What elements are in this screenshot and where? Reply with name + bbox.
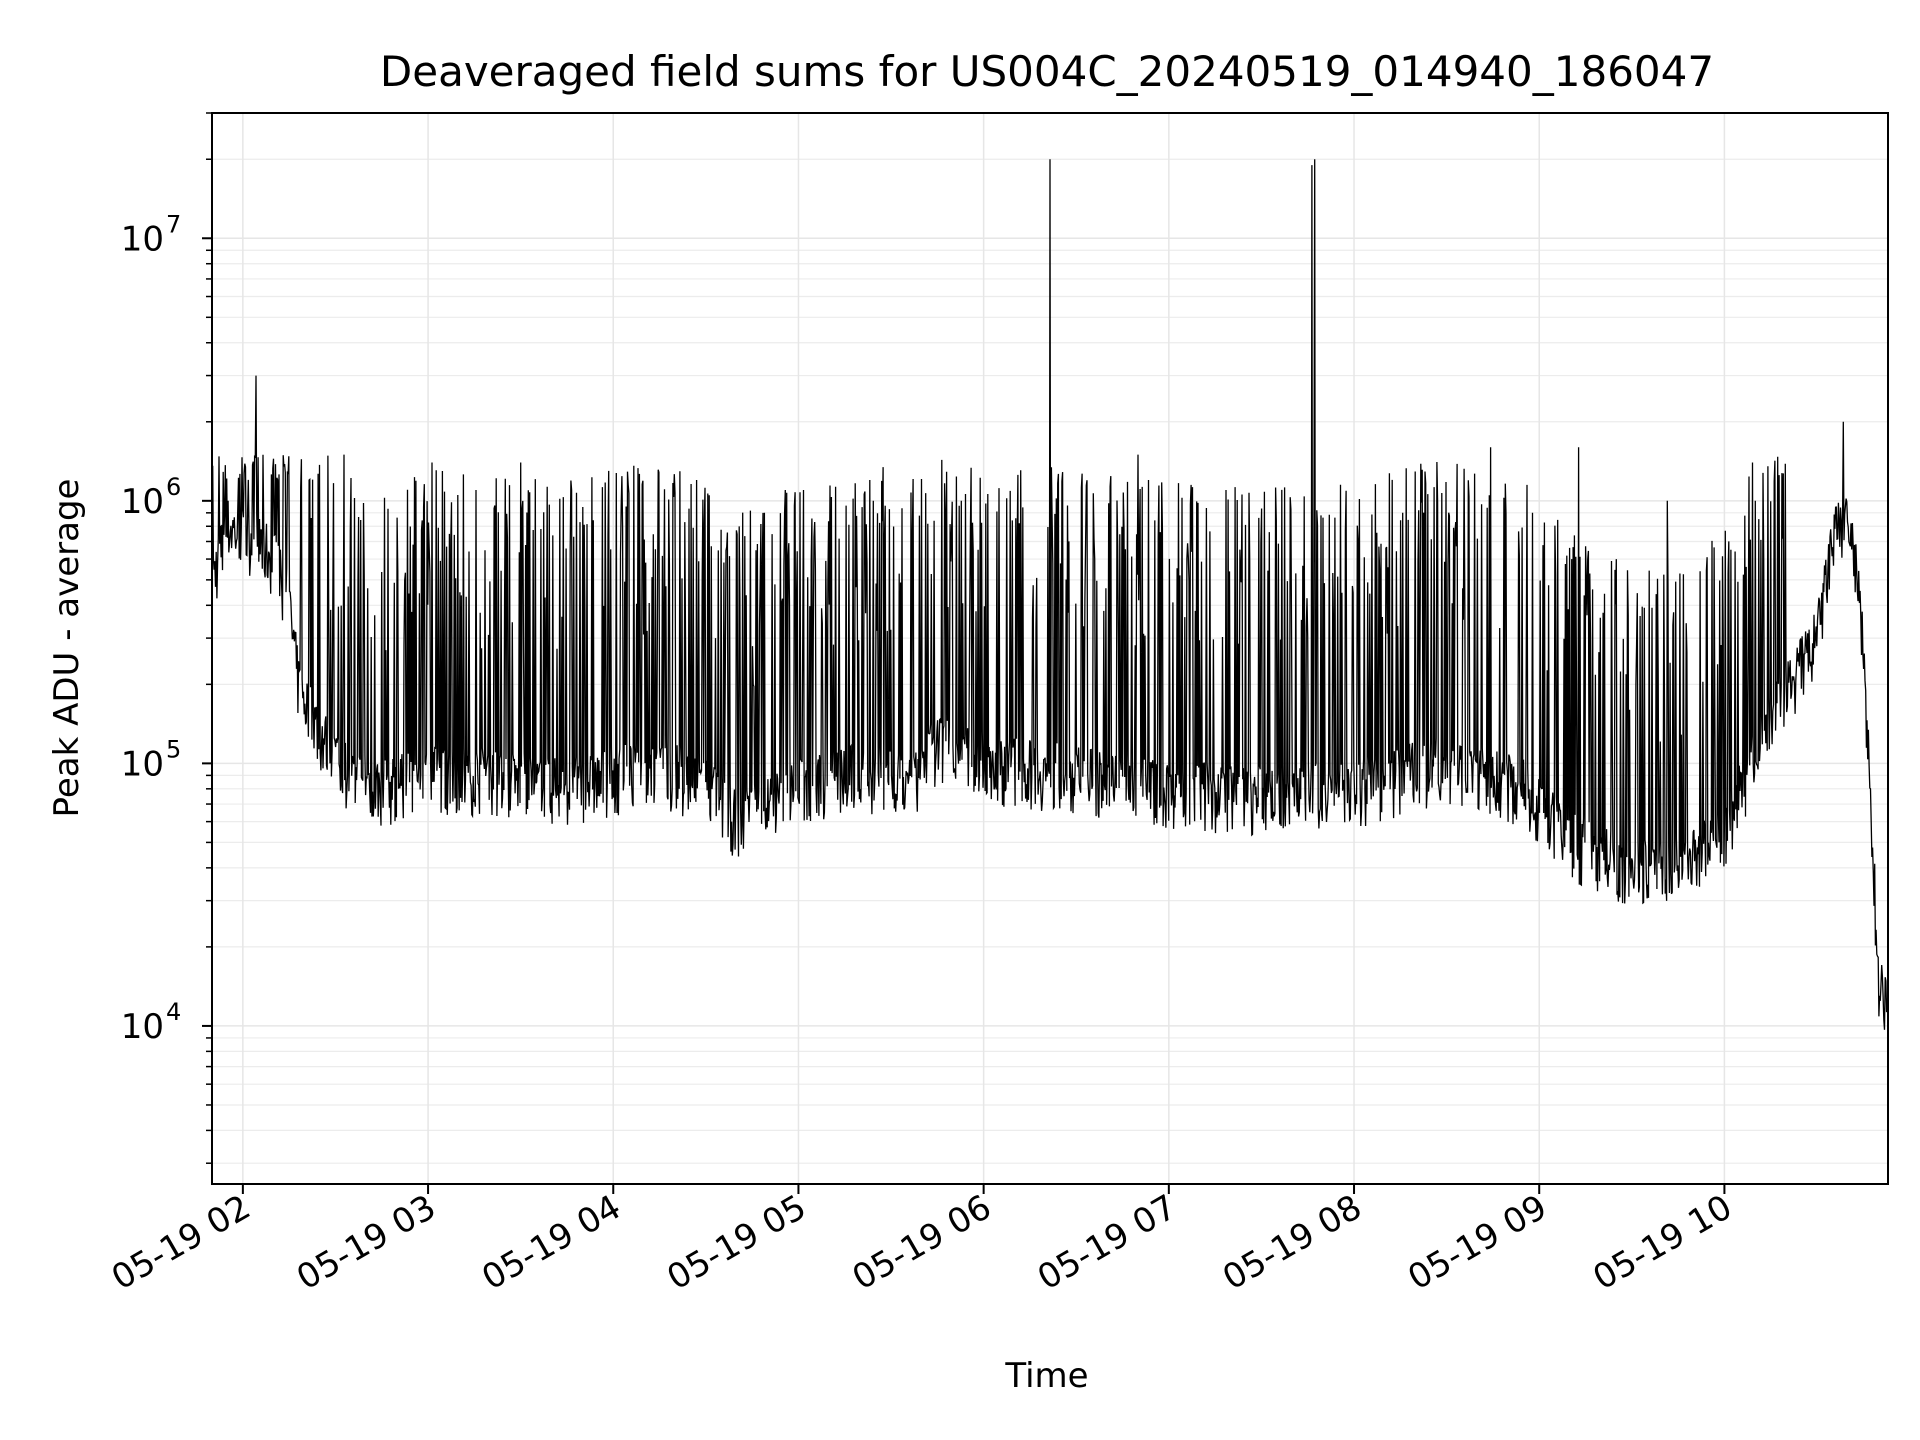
y-tick-label: 10	[121, 482, 164, 522]
x-tick-label: 05-19 02	[105, 1187, 257, 1298]
series-line	[211, 159, 1889, 1030]
y-tick-label: 10	[121, 219, 164, 259]
x-tick-label: 05-19 05	[661, 1187, 813, 1298]
plot-area-frame	[211, 112, 1889, 1185]
y-tick-exponent: 5	[166, 735, 181, 763]
y-axis-title: Peak ADU - average	[47, 479, 87, 818]
data-series	[211, 159, 1889, 1030]
x-tick-label: 05-19 08	[1216, 1187, 1368, 1298]
x-axis: 05-19 02 05-19 03 05-19 04 05-19 05 05-19 06…	[105, 1184, 1739, 1298]
y-tick-exponent: 6	[166, 473, 181, 501]
y-tick-exponent: 4	[166, 998, 181, 1026]
y-tick-label: 10	[121, 1007, 164, 1047]
x-tick-label: 05-19 03	[290, 1187, 442, 1298]
x-tick-label: 05-19 07	[1031, 1187, 1183, 1298]
x-tick-label: 05-19 04	[475, 1187, 627, 1298]
y-tick-exponent: 7	[166, 210, 181, 238]
chart-title: Deaveraged field sums for US004C_2024051…	[380, 47, 1714, 96]
x-tick-label: 05-19 06	[846, 1187, 998, 1298]
x-tick-label: 05-19 09	[1401, 1187, 1553, 1298]
y-tick-label: 10	[121, 744, 164, 784]
x-tick-label: 05-19 10	[1587, 1187, 1739, 1298]
x-axis-title: Time	[1004, 1356, 1088, 1396]
